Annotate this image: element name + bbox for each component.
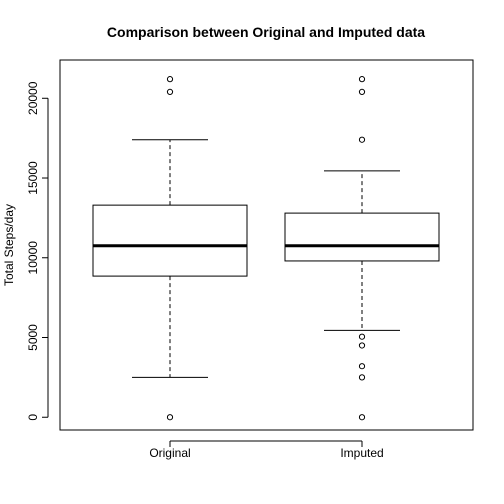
y-tick-label-1: 5000: [26, 324, 40, 351]
boxes-group: [92, 76, 440, 421]
outlier-point-imputed-0: [358, 414, 366, 421]
y-tick-label-0: 0: [26, 414, 40, 421]
outlier-point-imputed-7: [358, 76, 366, 83]
y-tick-label-2: 10000: [26, 241, 40, 275]
box-original: [92, 76, 248, 421]
iqr-box-original: [92, 204, 248, 277]
x-axis: Original Imputed: [149, 440, 384, 460]
outlier-point-original-2: [166, 76, 174, 83]
outlier-point-original-0: [166, 414, 174, 421]
chart-title: Comparison between Original and Imputed …: [107, 24, 425, 40]
iqr-box-imputed: [284, 212, 440, 262]
x-tick-label-original: Original: [149, 446, 190, 460]
outlier-point-imputed-1: [358, 374, 366, 381]
y-tick-label-4: 20000: [26, 81, 40, 115]
y-axis-label: Total Steps/day: [2, 204, 16, 286]
box-imputed: [284, 76, 440, 421]
outlier-point-imputed-3: [358, 342, 366, 349]
outlier-point-imputed-4: [358, 333, 366, 340]
outlier-point-imputed-6: [358, 88, 366, 95]
outlier-point-imputed-2: [358, 363, 366, 370]
outlier-point-imputed-5: [358, 136, 366, 143]
outlier-point-original-1: [166, 88, 174, 95]
plot-frame: [59, 59, 474, 431]
x-tick-label-imputed: Imputed: [340, 446, 383, 460]
y-axis: 0 5000 10000 15000 20000: [26, 81, 49, 421]
y-tick-label-3: 15000: [26, 161, 40, 195]
